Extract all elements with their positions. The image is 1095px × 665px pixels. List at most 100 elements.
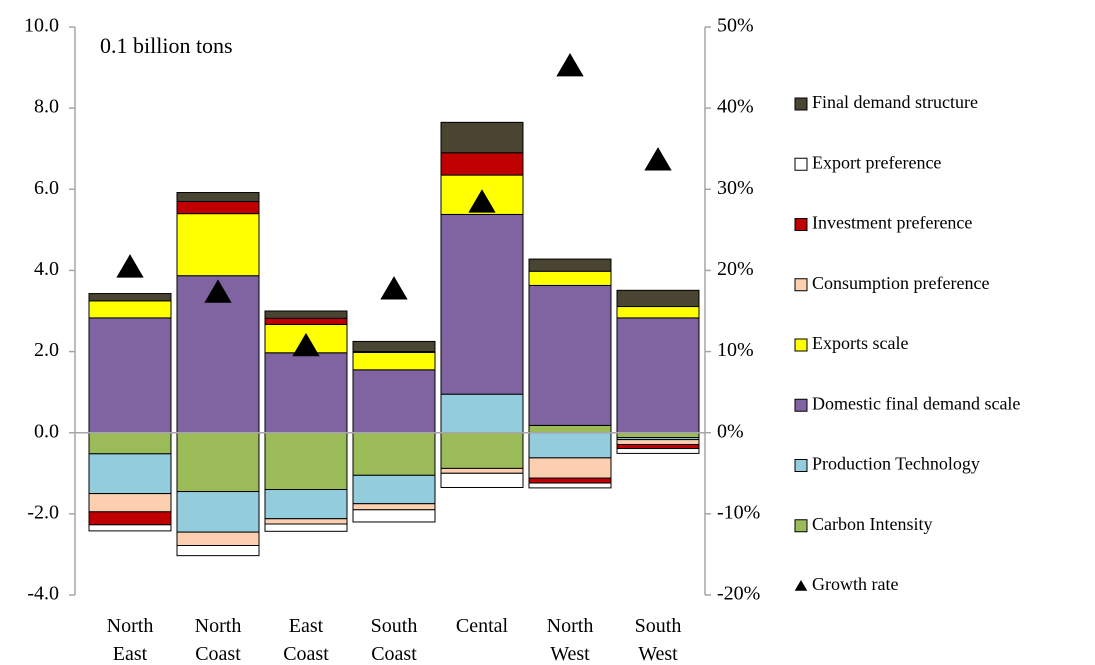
bar-segment <box>440 121 524 154</box>
bar-segment <box>88 493 172 513</box>
bar-segment <box>176 200 260 215</box>
x-tick-label: South West <box>634 615 682 665</box>
y2-tick-label: 20% <box>717 258 754 280</box>
bar-segment <box>528 457 612 479</box>
bar-segment <box>88 511 172 526</box>
legend-label: Consumption preference <box>812 273 989 293</box>
y-tick-label: -4.0 <box>27 583 59 605</box>
x-tick-label: Cental <box>455 615 509 637</box>
growth-marker <box>292 332 320 357</box>
bar-segment <box>176 213 260 277</box>
bar-segment <box>176 491 260 533</box>
bar-segment <box>616 439 700 445</box>
legend-swatch <box>794 97 808 111</box>
bar-segment <box>88 300 172 319</box>
bar-segment <box>264 523 348 532</box>
growth-marker <box>116 254 144 278</box>
y-tick-label: 4.0 <box>34 258 59 280</box>
bar-segment <box>352 432 436 476</box>
growth-marker <box>644 147 672 171</box>
bar-segment <box>528 432 612 459</box>
y2-tick-label: 30% <box>717 177 754 199</box>
bar-segment <box>264 489 348 520</box>
bar-segment <box>616 317 700 434</box>
growth-marker <box>204 279 232 303</box>
legend-label: Final demand structure <box>812 92 978 112</box>
bar-segment <box>528 284 612 426</box>
x-tick-label: North East <box>106 615 154 665</box>
bar-segment <box>528 482 612 489</box>
bar-segment <box>264 432 348 491</box>
growth-marker <box>468 189 496 213</box>
bar-segment <box>88 432 172 455</box>
y-tick-label: -2.0 <box>27 501 59 523</box>
bar-segment <box>88 524 172 532</box>
legend-swatch <box>794 519 808 533</box>
bar-segment <box>88 317 172 434</box>
bar-segment <box>528 258 612 272</box>
bar-segment <box>352 509 436 523</box>
y-tick-label: 10.0 <box>24 15 59 37</box>
legend-swatch <box>794 338 808 352</box>
bar-segment <box>88 293 172 302</box>
bar-segment <box>616 289 700 308</box>
y2-tick-label: 10% <box>717 339 754 361</box>
x-tick-label: North Coast <box>194 615 242 665</box>
bar-segment <box>264 352 348 434</box>
y-tick-label: 2.0 <box>34 339 59 361</box>
legend-marker <box>794 580 808 591</box>
legend-swatch <box>794 459 808 472</box>
growth-marker <box>556 52 584 77</box>
y2-tick-label: 40% <box>717 96 754 118</box>
bar-segment <box>440 472 524 488</box>
y2-tick-label: -10% <box>717 501 760 523</box>
bar-segment <box>176 432 260 493</box>
bar-segment <box>616 306 700 319</box>
bar-segment <box>440 432 524 469</box>
y-tick-label: 6.0 <box>34 177 59 199</box>
y2-tick-label: -20% <box>717 583 760 605</box>
x-tick-label: South Coast <box>370 615 418 665</box>
bar-segment <box>176 192 260 202</box>
bar-segment <box>88 453 172 495</box>
bar-segment <box>528 270 612 286</box>
legend-label: Exports scale <box>812 333 908 353</box>
legend-swatch <box>794 218 808 231</box>
bar-segment <box>264 317 348 325</box>
unit-annotation: 0.1 billion tons <box>100 33 233 58</box>
y2-tick-label: 0% <box>717 420 744 442</box>
y2-tick-label: 50% <box>717 15 754 37</box>
legend-label: Investment preference <box>812 213 972 233</box>
bar-segment <box>352 503 436 511</box>
legend-swatch <box>794 278 808 292</box>
x-tick-label: East Coast <box>283 615 329 665</box>
y-tick-label: 0.0 <box>34 420 59 442</box>
x-tick-label: North West <box>546 615 594 665</box>
y-tick-label: 8.0 <box>34 96 59 118</box>
bar-segment <box>528 424 612 434</box>
bar-segment <box>176 531 260 547</box>
bar-segment <box>352 474 436 505</box>
bar-segment <box>616 448 700 454</box>
legend-swatch <box>794 398 808 412</box>
bar-segment <box>176 545 260 557</box>
legend-label: Carbon Intensity <box>812 514 932 534</box>
bar-segment <box>264 310 348 319</box>
legend-label: Production Technology <box>812 454 980 474</box>
legend-swatch <box>794 157 808 171</box>
bar-segment <box>440 213 524 395</box>
legend-label: Domestic final demand scale <box>812 393 1020 413</box>
bar-segment <box>352 340 436 353</box>
legend-label: Export preference <box>812 152 941 172</box>
bar-segment <box>528 477 612 484</box>
bar-segment <box>352 351 436 371</box>
bar-segment <box>440 393 524 434</box>
growth-marker <box>380 276 408 300</box>
bar-segment <box>264 518 348 525</box>
bar-segment <box>440 152 524 176</box>
legend-label: Growth rate <box>812 574 898 594</box>
bar-segment <box>440 467 524 474</box>
bar-segment <box>352 369 436 434</box>
